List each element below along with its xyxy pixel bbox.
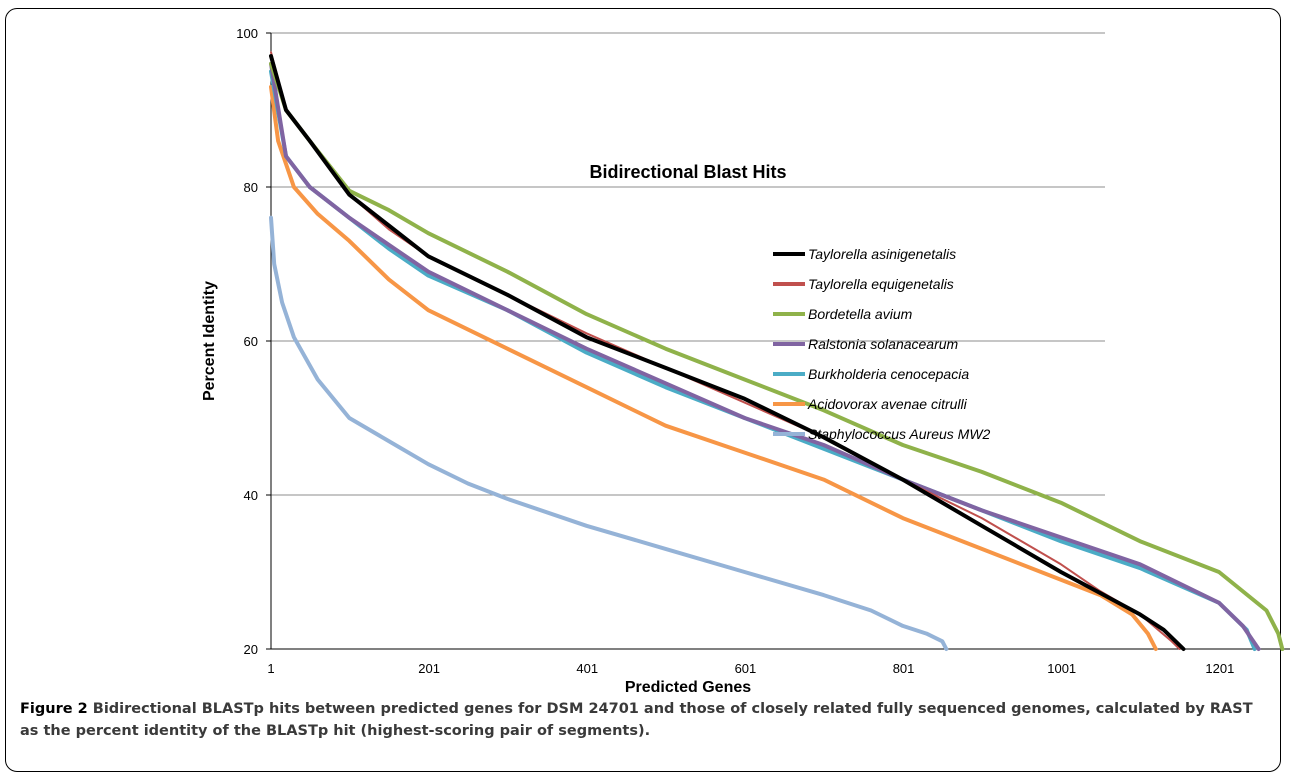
legend-label: Burkholderia cenocepacia [808, 366, 969, 382]
series-line-burkholderia-cenocepacia [269, 69, 1257, 651]
series-lines [269, 51, 1285, 651]
series-line-bordetella-avium [269, 61, 1285, 651]
y-tick-label: 40 [244, 488, 258, 503]
series-line-ralstonia-solanacearum [269, 61, 1261, 651]
x-tick-label: 401 [576, 661, 598, 676]
series-line-staphylococcus-aureus-mw2 [269, 215, 949, 651]
y-tick-label: 80 [244, 180, 258, 195]
y-tick-label: 60 [244, 334, 258, 349]
figure-frame [5, 8, 1281, 772]
x-tick-label: 1201 [1205, 661, 1234, 676]
caption-label: Figure 2 [20, 701, 88, 717]
y-tick-label: 20 [244, 642, 258, 657]
x-tick-label: 201 [418, 661, 440, 676]
x-tick-label: 1 [267, 661, 274, 676]
x-tick-label: 1001 [1047, 661, 1076, 676]
legend: Taylorella asinigenetalis Taylorella equi… [773, 246, 991, 442]
legend-label: Taylorella asinigenetalis [808, 246, 956, 262]
legend-label: Staphylococcus Aureus MW2 [808, 426, 991, 442]
chart-title: Bidirectional Blast Hits [589, 162, 786, 182]
legend-label: Bordetella avium [808, 306, 913, 322]
legend-label: Acidovorax avenae citrulli [807, 396, 968, 412]
gridlines [271, 32, 1105, 496]
x-axis-title: Predicted Genes [625, 679, 751, 696]
y-tick-label: 100 [236, 26, 258, 41]
x-tick-label: 601 [735, 661, 757, 676]
caption-text: Bidirectional BLASTp hits between predic… [20, 701, 1253, 739]
legend-label: Taylorella equigenetalis [808, 276, 954, 292]
figure-caption: Figure 2 Bidirectional BLASTp hits betwe… [20, 698, 1260, 742]
series-line-taylorella-asinigenetalis [269, 54, 1186, 651]
x-tick-label: 801 [893, 661, 915, 676]
axes [266, 32, 1290, 650]
legend-label: Ralstonia solanacearum [808, 336, 959, 352]
y-axis-title: Percent Identity [201, 281, 218, 401]
